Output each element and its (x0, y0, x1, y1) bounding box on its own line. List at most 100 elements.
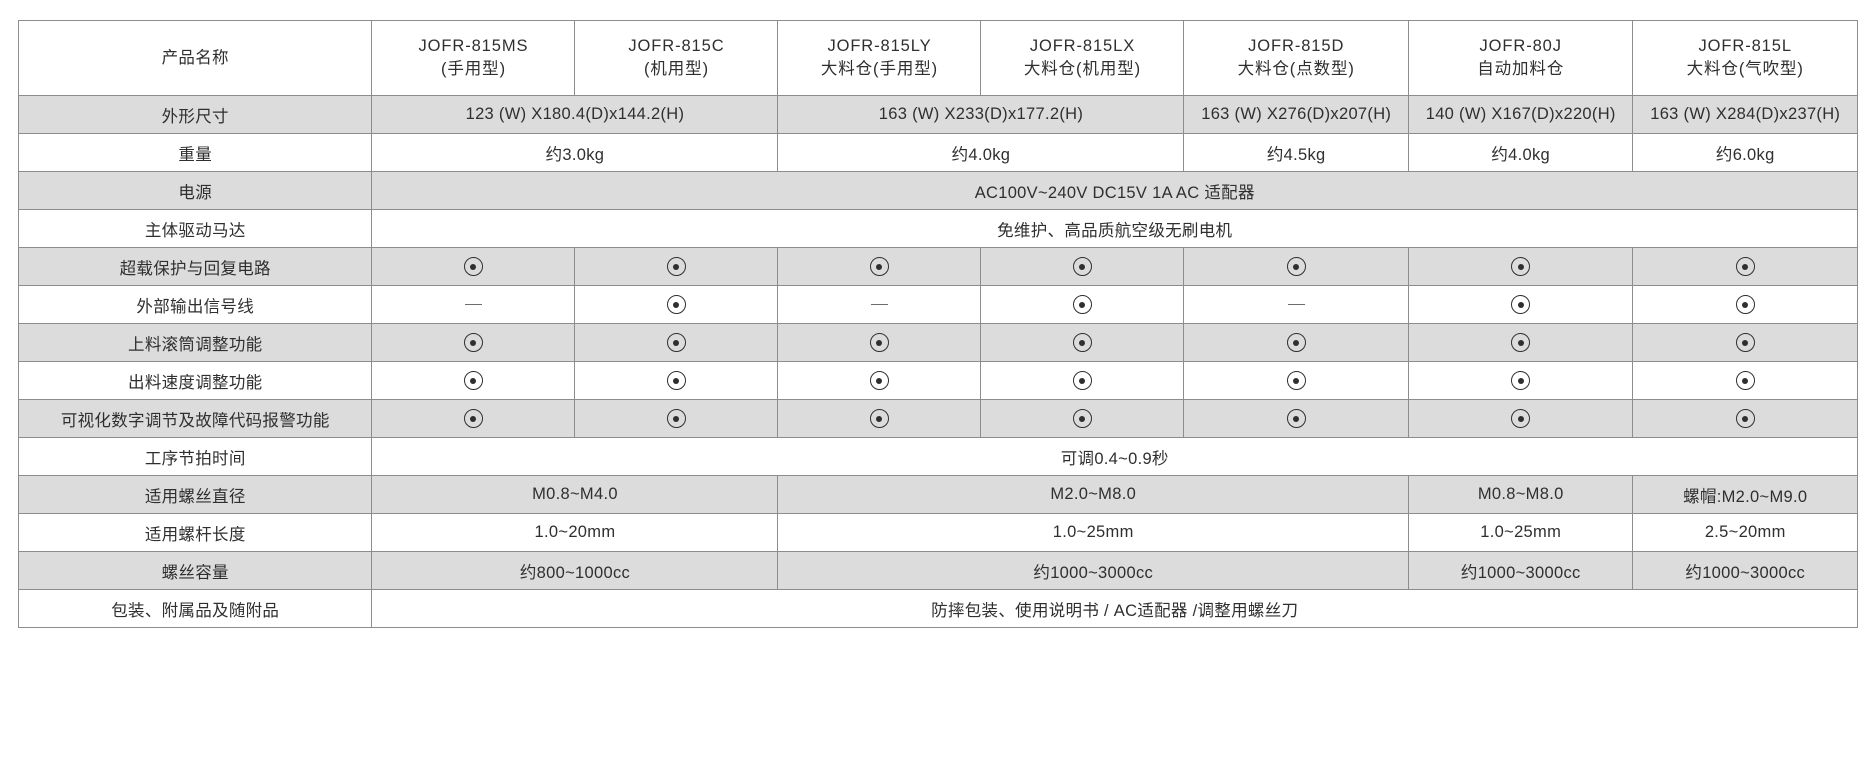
supported-dot-icon (869, 371, 889, 391)
supported-dot-icon (463, 409, 483, 429)
supported-dot-icon (666, 333, 686, 353)
feature-cell (574, 323, 779, 362)
value-cell: 约4.0kg (1407, 133, 1634, 172)
supported-dot-icon (869, 409, 889, 429)
feature-cell (371, 361, 576, 400)
supported-dot-icon (1072, 333, 1092, 353)
column-model-name: JOFR-815L (1698, 37, 1792, 56)
column-header-4: JOFR-815D 大料仓(点数型) (1183, 20, 1409, 96)
feature-cell (777, 361, 982, 400)
feature-cell (1183, 323, 1409, 362)
table-row: 上料滚筒调整功能 (17, 323, 1858, 362)
row-label: 螺丝容量 (17, 551, 373, 590)
table-row: 外部输出信号线 (17, 285, 1858, 324)
feature-cell (1407, 361, 1634, 400)
value-cell: 约6.0kg (1632, 133, 1858, 172)
row-label: 重量 (17, 133, 373, 172)
not-supported-dash-icon (1287, 303, 1305, 306)
supported-dot-icon (1735, 295, 1755, 315)
supported-dot-icon (1735, 257, 1755, 277)
table-row: 包装、附属品及随附品 防摔包装、使用说明书 / AC适配器 /调整用螺丝刀 (17, 589, 1858, 628)
value-cell: AC100V~240V DC15V 1A AC 适配器 (371, 171, 1858, 210)
value-cell: 约1000~3000cc (1632, 551, 1858, 590)
feature-cell (1407, 399, 1634, 438)
column-model-name: JOFR-815C (628, 37, 725, 56)
feature-cell (574, 285, 779, 324)
column-model-variant: 自动加料仓 (1477, 60, 1565, 78)
feature-cell (371, 285, 576, 324)
not-supported-dash-icon (464, 303, 482, 306)
supported-dot-icon (1735, 371, 1755, 391)
supported-dot-icon (1511, 371, 1531, 391)
feature-cell (1407, 323, 1634, 362)
feature-cell (574, 247, 779, 286)
row-label: 外部输出信号线 (17, 285, 373, 324)
spec-table-body: 产品名称 JOFR-815MS (手用型) JOFR-815C (机用型) JOFR-81… (17, 20, 1858, 628)
table-row: 出料速度调整功能 (17, 361, 1858, 400)
column-header-0: JOFR-815MS (手用型) (371, 20, 576, 96)
value-cell: 123 (W) X180.4(D)x144.2(H) (371, 95, 779, 134)
supported-dot-icon (1735, 333, 1755, 353)
feature-cell (1632, 247, 1858, 286)
value-cell: 2.5~20mm (1632, 513, 1858, 552)
column-model-variant: (机用型) (643, 60, 709, 78)
table-row: 螺丝容量 约800~1000cc 约1000~3000cc 约1000~3000cc 约… (17, 551, 1858, 590)
row-label: 出料速度调整功能 (17, 361, 373, 400)
supported-dot-icon (1511, 295, 1531, 315)
supported-dot-icon (1286, 409, 1306, 429)
row-label: 电源 (17, 171, 373, 210)
column-model-variant: 大料仓(机用型) (1023, 60, 1142, 78)
table-row: 主体驱动马达 免维护、高品质航空级无刷电机 (17, 209, 1858, 248)
row-label: 适用螺丝直径 (17, 475, 373, 514)
column-header-2: JOFR-815LY 大料仓(手用型) (777, 20, 982, 96)
feature-cell (980, 399, 1185, 438)
row-label: 适用螺杆长度 (17, 513, 373, 552)
feature-cell (1183, 399, 1409, 438)
row-label: 超载保护与回复电路 (17, 247, 373, 286)
value-cell: 约3.0kg (371, 133, 779, 172)
value-cell: 免维护、高品质航空级无刷电机 (371, 209, 1858, 248)
supported-dot-icon (666, 257, 686, 277)
column-model-name: JOFR-815LX (1029, 37, 1136, 56)
supported-dot-icon (1286, 371, 1306, 391)
feature-cell (574, 361, 779, 400)
feature-cell (980, 323, 1185, 362)
feature-cell (371, 247, 576, 286)
feature-cell (777, 247, 982, 286)
row-label: 主体驱动马达 (17, 209, 373, 248)
spec-table-container: 产品名称 JOFR-815MS (手用型) JOFR-815C (机用型) JOFR-81… (0, 0, 1876, 628)
supported-dot-icon (1072, 409, 1092, 429)
column-model-name: JOFR-815LY (827, 37, 932, 56)
supported-dot-icon (666, 295, 686, 315)
feature-cell (777, 323, 982, 362)
column-model-variant: 大料仓(气吹型) (1686, 60, 1804, 78)
value-cell: 约1000~3000cc (1407, 551, 1634, 590)
value-cell: 约1000~3000cc (777, 551, 1409, 590)
column-model-variant: (手用型) (440, 60, 506, 78)
feature-cell (1632, 285, 1858, 324)
supported-dot-icon (1511, 333, 1531, 353)
supported-dot-icon (666, 371, 686, 391)
supported-dot-icon (1511, 409, 1531, 429)
supported-dot-icon (1072, 371, 1092, 391)
value-cell: M2.0~M8.0 (777, 475, 1409, 514)
value-cell: 163 (W) X233(D)x177.2(H) (777, 95, 1185, 134)
table-row: 外形尺寸 123 (W) X180.4(D)x144.2(H) 163 (W) X2… (17, 95, 1858, 134)
value-cell: M0.8~M4.0 (371, 475, 779, 514)
feature-cell (1183, 247, 1409, 286)
feature-cell (574, 399, 779, 438)
column-header-1: JOFR-815C (机用型) (574, 20, 779, 96)
table-row: 超载保护与回复电路 (17, 247, 1858, 286)
supported-dot-icon (1072, 257, 1092, 277)
feature-cell (371, 399, 576, 438)
value-cell: 约4.5kg (1183, 133, 1409, 172)
column-model-name: JOFR-80J (1479, 37, 1562, 56)
value-cell: 约800~1000cc (371, 551, 779, 590)
feature-cell (777, 399, 982, 438)
column-header-5: JOFR-80J 自动加料仓 (1407, 20, 1634, 96)
supported-dot-icon (463, 333, 483, 353)
column-model-name: JOFR-815D (1248, 37, 1345, 56)
feature-cell (1632, 323, 1858, 362)
supported-dot-icon (1735, 409, 1755, 429)
value-cell: 1.0~25mm (1407, 513, 1634, 552)
